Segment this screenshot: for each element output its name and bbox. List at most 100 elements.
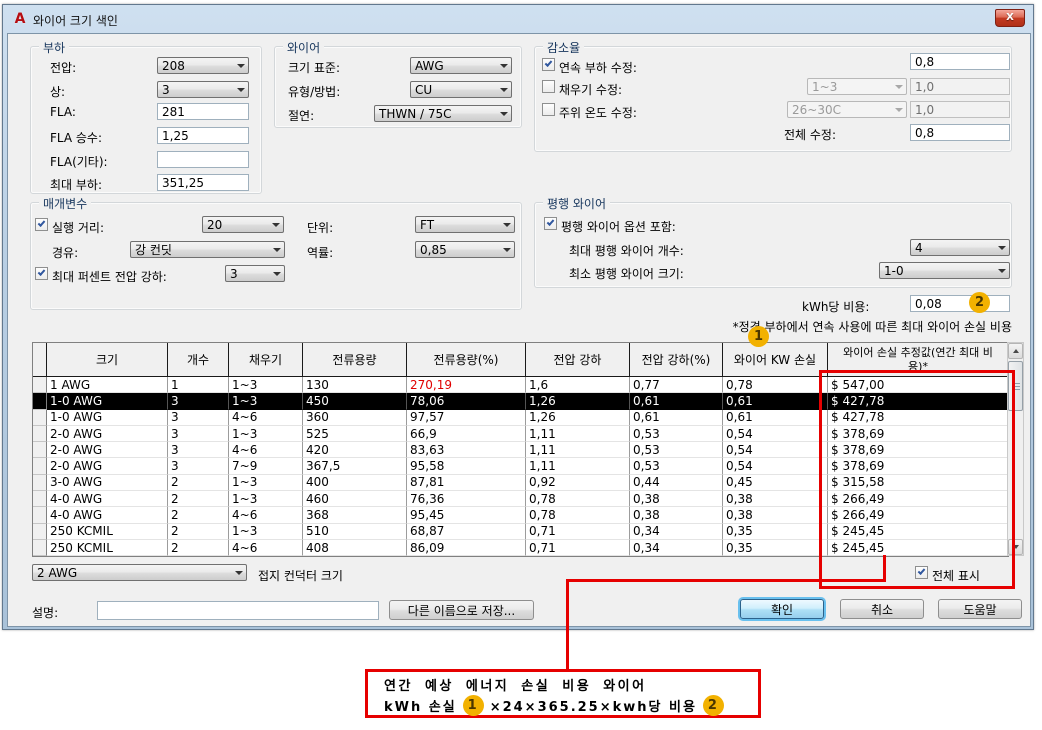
- table-cell[interactable]: 1,26: [526, 393, 630, 410]
- table-cell[interactable]: 3: [168, 458, 229, 475]
- table-cell[interactable]: 2-0 AWG: [47, 458, 168, 475]
- table-cell[interactable]: 0,78: [526, 507, 630, 524]
- row-selector[interactable]: [33, 491, 47, 508]
- table-cell[interactable]: $ 427,78: [828, 410, 1008, 426]
- ok-button[interactable]: 확인: [740, 599, 824, 619]
- table-cell[interactable]: 1,11: [526, 442, 630, 459]
- table-cell[interactable]: 2: [168, 474, 229, 492]
- table-cell[interactable]: 0,54: [723, 442, 828, 459]
- ambient-temp-combo[interactable]: 26~30C: [787, 101, 907, 118]
- table-cell[interactable]: 0,38: [630, 491, 723, 508]
- table-cell[interactable]: 2-0 AWG: [47, 425, 168, 443]
- table-cell[interactable]: 400: [303, 474, 407, 492]
- run-distance-checkbox[interactable]: [35, 218, 48, 231]
- table-cell[interactable]: 1,11: [526, 458, 630, 475]
- table-cell[interactable]: 460: [303, 491, 407, 508]
- phase-combo[interactable]: 3: [157, 81, 249, 98]
- continuous-load-input[interactable]: 0,8: [910, 53, 1010, 70]
- table-cell[interactable]: $ 315,58: [828, 475, 1008, 492]
- table-cell[interactable]: 0,53: [630, 458, 723, 475]
- title-bar[interactable]: A 와이어 크기 색인 X: [3, 5, 1033, 33]
- description-input[interactable]: [97, 601, 379, 620]
- table-cell[interactable]: 78,06: [407, 393, 526, 410]
- help-button[interactable]: 도움말: [938, 599, 1022, 619]
- row-selector[interactable]: [33, 393, 47, 410]
- table-cell[interactable]: 1~3: [229, 474, 303, 492]
- table-cell[interactable]: 0,34: [630, 539, 723, 557]
- row-selector[interactable]: [33, 539, 47, 557]
- table-cell[interactable]: 368: [303, 507, 407, 524]
- table-cell[interactable]: 0,38: [723, 507, 828, 524]
- table-row[interactable]: 2-0 AWG 3 1~3 525 66,9 1,11 0,53 0,54 $ 378,69: [33, 425, 1008, 443]
- cancel-button[interactable]: 취소: [840, 599, 924, 619]
- table-row[interactable]: 2-0 AWG 3 4~6 420 83,63 1,11 0,53 0,54 $ 378,69: [33, 442, 1008, 459]
- row-selector[interactable]: [33, 523, 47, 540]
- close-button[interactable]: X: [995, 9, 1025, 27]
- table-row[interactable]: 250 KCMIL 2 1~3 510 68,87 0,71 0,34 0,35 $ 245,4…: [33, 523, 1008, 540]
- table-cell[interactable]: 1~3: [229, 425, 303, 443]
- table-cell[interactable]: 510: [303, 523, 407, 540]
- row-selector[interactable]: [33, 425, 47, 443]
- size-standard-combo[interactable]: AWG: [410, 57, 512, 74]
- fill-correction-combo[interactable]: 1~3: [807, 78, 907, 95]
- table-cell[interactable]: $ 378,69: [828, 458, 1008, 475]
- table-cell[interactable]: 1,6: [526, 377, 630, 394]
- table-cell[interactable]: 420: [303, 442, 407, 459]
- table-cell[interactable]: 4~6: [229, 539, 303, 557]
- table-cell[interactable]: 367,5: [303, 458, 407, 475]
- ambient-temp-checkbox[interactable]: [542, 103, 555, 116]
- run-distance-combo[interactable]: 20: [202, 216, 284, 233]
- scroll-thumb[interactable]: [1008, 361, 1023, 411]
- table-cell[interactable]: 2: [168, 539, 229, 557]
- table-cell[interactable]: $ 378,69: [828, 442, 1008, 459]
- table-cell[interactable]: 0,71: [526, 523, 630, 540]
- table-cell[interactable]: 0,61: [723, 393, 828, 410]
- table-cell[interactable]: 0,54: [723, 458, 828, 475]
- table-cell[interactable]: 4~6: [229, 442, 303, 459]
- table-row[interactable]: 1-0 AWG 3 1~3 450 78,06 1,26 0,61 0,61 $ 427,78: [33, 393, 1008, 410]
- table-cell[interactable]: 0,38: [723, 491, 828, 508]
- table-cell[interactable]: 2-0 AWG: [47, 442, 168, 459]
- table-cell[interactable]: 0,77: [630, 377, 723, 394]
- table-cell[interactable]: 3: [168, 425, 229, 443]
- table-cell[interactable]: 66,9: [407, 425, 526, 443]
- table-cell[interactable]: $ 547,00: [828, 377, 1008, 394]
- insulation-combo[interactable]: THWN / 75C: [374, 105, 512, 122]
- table-cell[interactable]: 4-0 AWG: [47, 491, 168, 508]
- fla-other-input[interactable]: [157, 151, 249, 168]
- table-cell[interactable]: $ 266,49: [828, 491, 1008, 508]
- max-voltage-drop-combo[interactable]: 3: [225, 265, 285, 282]
- row-selector[interactable]: [33, 507, 47, 524]
- table-cell[interactable]: 4~6: [229, 409, 303, 426]
- unit-combo[interactable]: FT: [415, 216, 515, 233]
- table-cell[interactable]: 3: [168, 393, 229, 410]
- table-cell[interactable]: 0,38: [630, 507, 723, 524]
- table-cell[interactable]: 0,54: [723, 425, 828, 443]
- table-cell[interactable]: 3: [168, 409, 229, 426]
- table-cell[interactable]: 1,26: [526, 409, 630, 426]
- table-row[interactable]: 4-0 AWG 2 1~3 460 76,36 0,78 0,38 0,38 $ 266,49: [33, 491, 1008, 508]
- table-cell[interactable]: 1-0 AWG: [47, 409, 168, 426]
- fla-mult-input[interactable]: 1,25: [157, 127, 249, 144]
- scroll-down-button[interactable]: [1008, 539, 1023, 555]
- row-selector[interactable]: [33, 442, 47, 459]
- table-cell[interactable]: 95,58: [407, 458, 526, 475]
- table-row[interactable]: 1 AWG 1 1~3 130 270,19 1,6 0,77 0,78 $ 547,00: [33, 377, 1008, 394]
- table-row[interactable]: 250 KCMIL 2 4~6 408 86,09 0,71 0,34 0,35 $ 245,4…: [33, 539, 1008, 557]
- table-cell[interactable]: 97,57: [407, 409, 526, 426]
- table-cell[interactable]: 0,92: [526, 474, 630, 492]
- table-cell[interactable]: 7~9: [229, 458, 303, 475]
- max-voltage-drop-checkbox[interactable]: [35, 267, 48, 280]
- row-selector[interactable]: [33, 409, 47, 426]
- max-load-input[interactable]: 351,25: [157, 174, 249, 191]
- table-cell[interactable]: 0,45: [723, 474, 828, 492]
- ground-conductor-combo[interactable]: 2 AWG: [32, 564, 247, 581]
- table-cell[interactable]: 1 AWG: [47, 377, 168, 394]
- table-cell[interactable]: 0,53: [630, 425, 723, 443]
- table-cell[interactable]: 0,61: [723, 409, 828, 426]
- table-row[interactable]: 4-0 AWG 2 4~6 368 95,45 0,78 0,38 0,38 $ 266,49: [33, 507, 1008, 524]
- table-cell[interactable]: 360: [303, 409, 407, 426]
- table-cell[interactable]: $ 378,69: [828, 426, 1008, 443]
- table-cell[interactable]: 270,19: [407, 377, 526, 394]
- table-cell[interactable]: 1~3: [229, 393, 303, 410]
